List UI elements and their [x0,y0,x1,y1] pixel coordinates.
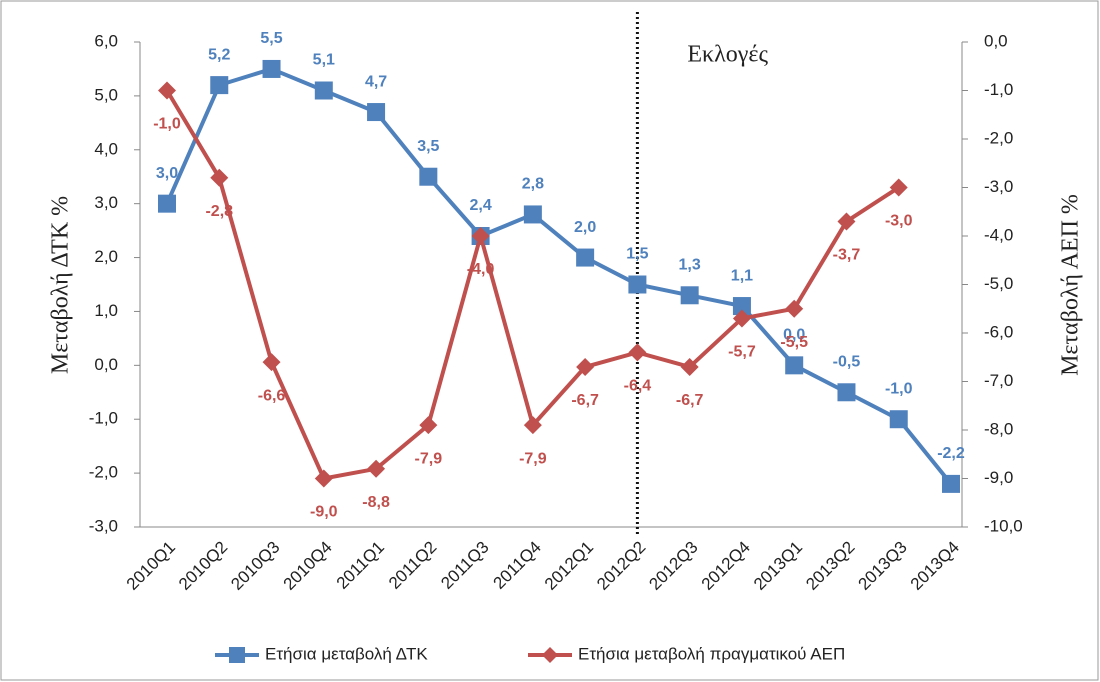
data-label: 1,3 [679,256,701,273]
y2-tick-label: -6,0 [984,322,1013,341]
y-tick-label: 3,0 [94,193,118,212]
marker [314,469,333,488]
y2-tick-label: -9,0 [984,468,1013,487]
y-tick-label: -1,0 [89,409,118,428]
y2-tick-label: -5,0 [984,274,1013,293]
marker [367,459,386,478]
y-axis-title: Μεταβολή ΔΤΚ % [48,196,74,374]
data-label: -1,0 [153,116,181,133]
marker [837,383,856,402]
data-label: -4,0 [467,261,495,278]
y2-tick-label: -4,0 [984,225,1013,244]
marker [732,297,751,316]
data-label: -6,7 [571,392,599,409]
y2-tick-label: -1,0 [984,80,1013,99]
data-label: 2,4 [469,197,491,214]
data-label: 0,0 [783,327,805,344]
data-label: 5,5 [260,30,282,47]
marker [680,286,699,305]
marker [889,410,908,429]
marker [785,299,804,318]
legend-marker [229,647,245,663]
marker [576,248,595,267]
data-label: -8,8 [362,494,390,511]
data-label: -2,8 [205,203,233,220]
data-label: -6,6 [258,387,286,404]
data-label: -1,0 [885,380,913,397]
y2-tick-label: -8,0 [984,419,1013,438]
marker [942,474,960,493]
data-label: 3,0 [156,165,178,182]
y-tick-label: 1,0 [94,301,118,320]
marker [419,416,438,435]
marker [367,103,386,122]
y-tick-label: -2,0 [89,463,118,482]
series-line [165,66,953,486]
marker [785,356,804,375]
legend-label: Ετήσια μεταβολή ΔΤΚ [265,644,428,663]
marker [523,205,542,224]
marker [576,357,595,376]
marker [158,194,176,213]
data-label: 5,2 [208,46,230,63]
marker [210,76,229,95]
annotation-text: Εκλογές [687,42,768,68]
data-label: -3,0 [885,213,913,230]
y-tick-label: 2,0 [94,247,118,266]
data-label: -3,7 [833,247,861,264]
y2-axis-title: Μεταβολή ΑΕΠ % [1058,194,1084,376]
data-label: -2,2 [937,445,965,462]
marker [732,309,751,328]
y-tick-label: -3,0 [89,516,118,535]
y-tick-label: 0,0 [94,355,118,374]
y2-tick-label: -2,0 [984,128,1013,147]
data-label: -7,9 [415,450,443,467]
marker [680,357,699,376]
marker [262,59,281,78]
data-label: -9,0 [310,504,338,521]
marker [314,81,333,100]
data-label: 4,7 [365,73,387,90]
data-label: 1,1 [731,267,753,284]
marker [210,168,229,187]
data-label: -5,5 [780,334,808,351]
marker [158,81,176,100]
y2-tick-label: -7,0 [984,371,1013,390]
data-label: 5,1 [313,52,335,69]
marker [628,343,647,362]
y2-tick-label: 0,0 [984,31,1008,50]
data-label: 2,8 [522,176,544,193]
marker [262,353,281,372]
y-tick-label: 5,0 [94,85,118,104]
data-label: -6,4 [624,378,652,395]
marker [419,167,438,186]
marker [837,212,856,231]
y-tick-label: 6,0 [94,31,118,50]
data-label: -5,7 [728,344,756,361]
data-label: -7,9 [519,450,547,467]
marker [523,416,542,435]
y-tick-label: 4,0 [94,139,118,158]
y2-tick-label: -10,0 [984,516,1023,535]
y2-tick-label: -3,0 [984,177,1013,196]
data-label: -0,5 [833,353,861,370]
legend-label: Ετήσια μεταβολή πραγματικού ΑΕΠ [578,644,845,663]
data-label: 3,5 [417,138,439,155]
marker [628,275,647,294]
data-label: -6,7 [676,392,704,409]
marker [889,178,908,197]
legend-marker [542,647,558,663]
data-label: 1,5 [626,246,648,263]
marker [471,227,490,245]
data-label: 2,0 [574,219,596,236]
